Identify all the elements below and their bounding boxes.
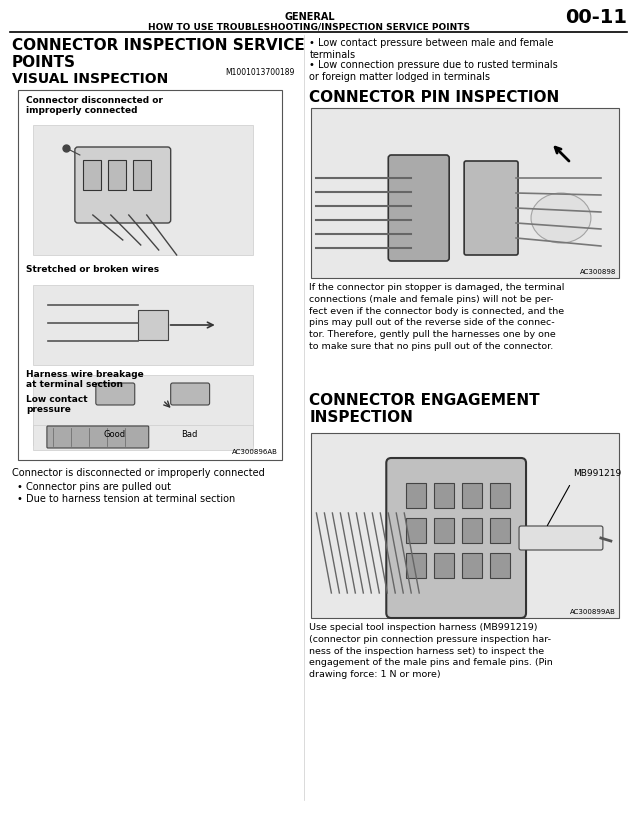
Text: Stretched or broken wires: Stretched or broken wires — [26, 265, 159, 274]
Text: MB991219: MB991219 — [573, 469, 621, 478]
FancyBboxPatch shape — [47, 426, 149, 448]
Text: Use special tool inspection harness (MB991219)
(connector pin connection pressur: Use special tool inspection harness (MB9… — [309, 623, 553, 679]
Bar — [490, 483, 510, 508]
FancyBboxPatch shape — [96, 383, 135, 405]
Text: 00-11: 00-11 — [565, 8, 627, 27]
Ellipse shape — [531, 193, 591, 243]
FancyBboxPatch shape — [519, 526, 603, 550]
Text: • Due to harness tension at terminal section: • Due to harness tension at terminal sec… — [17, 494, 235, 504]
Bar — [311, 108, 619, 278]
Text: CONNECTOR INSPECTION SERVICE
POINTS: CONNECTOR INSPECTION SERVICE POINTS — [12, 38, 305, 70]
Text: Good: Good — [104, 430, 126, 439]
Bar — [462, 553, 482, 578]
FancyBboxPatch shape — [75, 147, 171, 223]
Text: Connector is disconnected or improperly connected: Connector is disconnected or improperly … — [12, 468, 265, 478]
Bar — [83, 160, 101, 190]
Bar — [462, 518, 482, 543]
Text: CONNECTOR ENGAGEMENT
INSPECTION: CONNECTOR ENGAGEMENT INSPECTION — [309, 393, 540, 425]
Text: AC300896AB: AC300896AB — [232, 449, 278, 455]
Bar — [33, 125, 253, 255]
Text: AC300898: AC300898 — [579, 269, 616, 275]
Bar — [311, 433, 619, 618]
Text: • Low connection pressure due to rusted terminals
or foreign matter lodged in te: • Low connection pressure due to rusted … — [309, 60, 558, 82]
Text: • Low contact pressure between male and female
terminals: • Low contact pressure between male and … — [309, 38, 554, 59]
Bar — [138, 310, 168, 340]
Text: • Connector pins are pulled out: • Connector pins are pulled out — [17, 482, 171, 492]
FancyBboxPatch shape — [171, 383, 210, 405]
Text: Bad: Bad — [181, 430, 198, 439]
Bar — [434, 553, 454, 578]
Bar — [490, 553, 510, 578]
Bar — [406, 518, 426, 543]
Bar — [18, 90, 283, 460]
Bar — [490, 518, 510, 543]
Bar — [434, 483, 454, 508]
Text: GENERAL: GENERAL — [284, 12, 335, 22]
Bar — [406, 483, 426, 508]
FancyBboxPatch shape — [386, 458, 526, 618]
Text: CONNECTOR PIN INSPECTION: CONNECTOR PIN INSPECTION — [309, 90, 560, 105]
Text: AC300899AB: AC300899AB — [570, 609, 616, 615]
Text: If the connector pin stopper is damaged, the terminal
connections (male and fema: If the connector pin stopper is damaged,… — [309, 283, 565, 351]
Bar — [133, 160, 151, 190]
Text: Connector disconnected or
improperly connected: Connector disconnected or improperly con… — [26, 96, 163, 116]
Bar — [108, 160, 126, 190]
Text: M1001013700189: M1001013700189 — [225, 68, 295, 77]
Bar — [33, 425, 253, 450]
FancyBboxPatch shape — [464, 161, 518, 255]
Bar — [462, 483, 482, 508]
Text: Harness wire breakage
at terminal section: Harness wire breakage at terminal sectio… — [26, 370, 144, 389]
Text: VISUAL INSPECTION: VISUAL INSPECTION — [12, 72, 168, 86]
FancyBboxPatch shape — [389, 155, 449, 261]
Bar — [33, 285, 253, 365]
Bar — [434, 518, 454, 543]
Bar — [33, 375, 253, 445]
Bar — [406, 553, 426, 578]
Text: Low contact
pressure: Low contact pressure — [26, 395, 87, 415]
Text: HOW TO USE TROUBLESHOOTING/INSPECTION SERVICE POINTS: HOW TO USE TROUBLESHOOTING/INSPECTION SE… — [149, 22, 470, 31]
